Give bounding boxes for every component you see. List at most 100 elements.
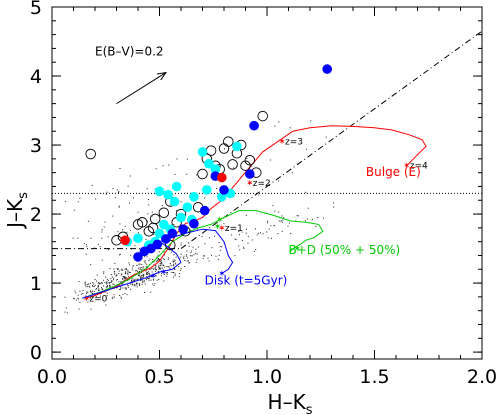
point-open [149, 213, 161, 225]
field-dot [160, 259, 162, 261]
field-dot [169, 268, 171, 270]
field-dot [172, 261, 174, 263]
field-dot [140, 276, 142, 278]
field-dot [243, 248, 245, 250]
field-dot [241, 240, 243, 242]
field-dot [129, 229, 131, 231]
field-dot [117, 231, 119, 233]
field-dot [190, 250, 192, 252]
field-dot [77, 297, 79, 299]
field-dot [129, 271, 131, 273]
field-dot [278, 180, 280, 182]
field-dot [186, 255, 188, 257]
field-dot [105, 287, 107, 289]
field-dot [106, 282, 108, 284]
field-dot [136, 284, 138, 286]
field-dot [127, 185, 129, 187]
field-dot [196, 258, 198, 260]
field-dot [84, 298, 86, 300]
field-dot [112, 188, 114, 190]
field-dot [125, 268, 127, 269]
field-dot [122, 282, 124, 284]
field-dot [173, 263, 175, 265]
field-dot [82, 289, 84, 291]
field-dot [113, 268, 115, 270]
field-dot [100, 287, 102, 289]
field-dot [119, 168, 121, 169]
field-dot [278, 121, 280, 123]
field-dot [155, 168, 157, 170]
field-dot [214, 235, 216, 237]
field-dot [149, 258, 151, 260]
field-dot [282, 219, 284, 221]
field-dot [137, 211, 139, 213]
field-dot [138, 263, 140, 265]
field-dot [195, 248, 197, 250]
field-dot [174, 273, 176, 275]
field-dot [192, 246, 194, 248]
field-dot [125, 272, 126, 274]
field-dot [188, 245, 190, 247]
field-dot [113, 271, 115, 273]
point-red [120, 235, 130, 246]
field-dot [113, 294, 115, 296]
field-dot [123, 280, 125, 282]
field-dot [323, 217, 324, 219]
x-tick-label: 0.5 [144, 366, 174, 388]
field-dot [166, 273, 168, 275]
field-dot [128, 275, 130, 277]
field-dot [102, 282, 103, 284]
point-cyan [232, 141, 242, 152]
field-dot [105, 304, 107, 306]
point-cyan [202, 185, 212, 195]
field-dot [121, 278, 123, 280]
field-dot [153, 284, 155, 286]
field-dot [197, 228, 199, 230]
field-dot [143, 275, 145, 277]
field-dot [155, 264, 157, 266]
field-dot [146, 263, 148, 265]
field-dot [174, 262, 176, 264]
field-dot [155, 260, 157, 262]
field-dot [129, 175, 131, 177]
field-dot [111, 298, 113, 299]
field-dot [158, 264, 160, 266]
field-dot [189, 261, 191, 263]
field-dot [95, 198, 97, 200]
y-tick-label: 0 [30, 342, 42, 364]
field-dot [155, 269, 157, 271]
field-dot [189, 255, 191, 257]
field-dot [173, 254, 175, 256]
field-dot [171, 272, 173, 273]
field-dot [136, 264, 138, 266]
field-dot [89, 290, 91, 292]
field-dot [114, 197, 116, 199]
field-dot [260, 232, 261, 234]
field-dot [125, 270, 127, 272]
point-cyan [197, 147, 208, 157]
field-dot [148, 199, 150, 200]
field-dot [147, 272, 148, 274]
field-dot [144, 256, 146, 258]
field-dot [77, 201, 79, 203]
field-dot [85, 281, 86, 283]
field-dot [235, 239, 237, 241]
field-dot [186, 250, 188, 252]
field-dot [113, 284, 115, 285]
field-dot [208, 260, 210, 262]
point-open [227, 159, 238, 170]
field-dot [111, 276, 113, 278]
field-dot [124, 225, 126, 227]
field-dot [123, 275, 124, 277]
field-dot [238, 231, 240, 232]
field-dot [153, 267, 155, 269]
field-dot [65, 307, 67, 309]
field-dot [136, 270, 138, 272]
field-dot [95, 289, 97, 290]
field-dot [143, 261, 145, 263]
field-dot [86, 293, 88, 294]
field-dot [117, 268, 119, 270]
field-dot [221, 246, 223, 248]
field-dot [108, 282, 110, 283]
track-name: B+D (50% + 50%) [289, 243, 401, 257]
